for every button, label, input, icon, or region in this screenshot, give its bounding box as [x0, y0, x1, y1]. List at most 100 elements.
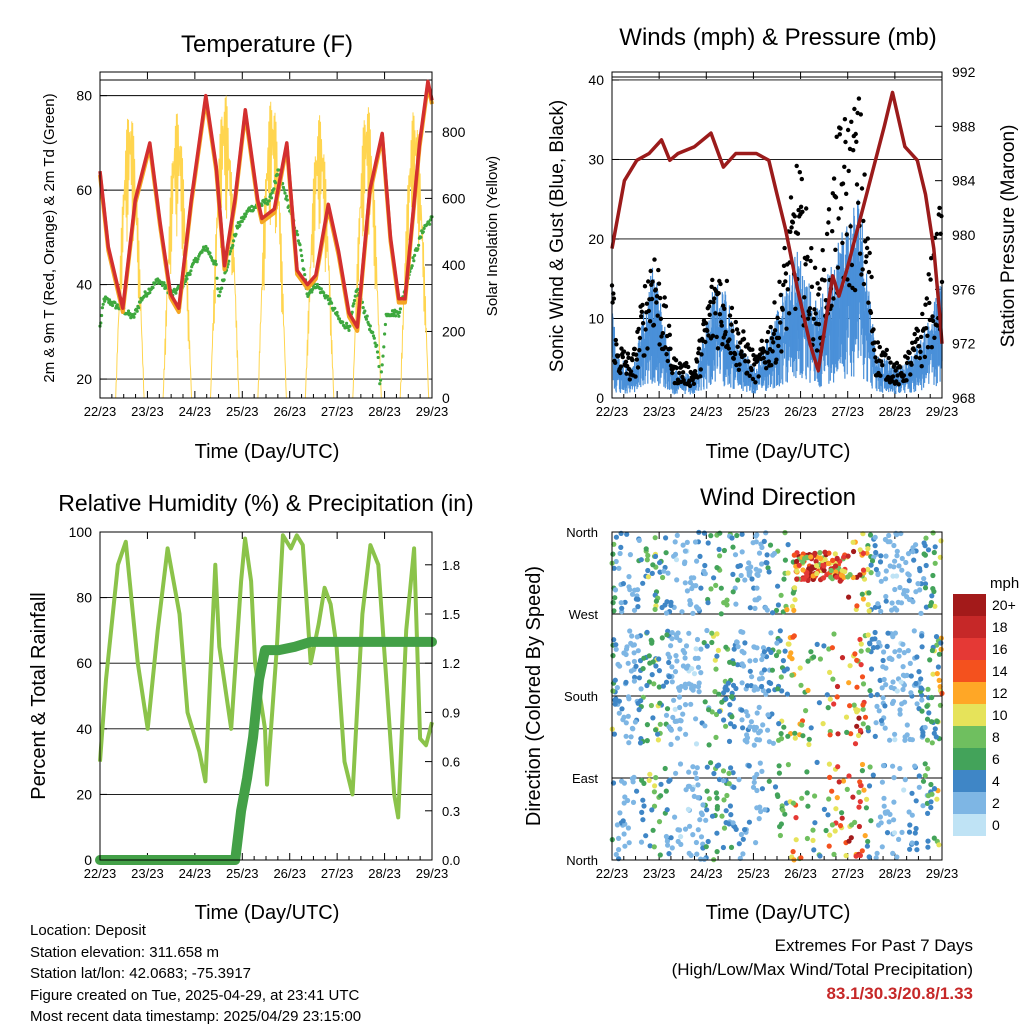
direction-point [747, 724, 753, 730]
direction-point [928, 799, 934, 805]
dewpoint-point [348, 324, 352, 328]
direction-point [773, 652, 780, 659]
direction-point [635, 596, 641, 602]
direction-point [816, 700, 823, 706]
dewpoint-point [335, 310, 339, 315]
direction-point [925, 844, 931, 850]
gust-point [925, 345, 931, 350]
dewpoint-point [303, 273, 307, 277]
direction-point [727, 659, 733, 665]
gust-point [681, 378, 686, 383]
direction-point [612, 595, 618, 601]
direction-point [702, 723, 708, 729]
gust-point [797, 170, 802, 175]
direction-point [676, 685, 682, 691]
direction-point [785, 542, 791, 548]
direction-point [690, 764, 696, 770]
direction-point [720, 768, 727, 774]
direction-point [925, 810, 931, 817]
direction-point [747, 668, 753, 674]
direction-point [630, 726, 636, 732]
direction-point [839, 810, 845, 816]
winds-plot-frame [611, 71, 943, 399]
direction-point [804, 573, 810, 579]
direction-point [891, 799, 897, 805]
gust-point [616, 353, 621, 358]
dewpoint-point [228, 249, 232, 253]
direction-point [651, 681, 657, 687]
temperature-panel: Temperature (F) Time (Day/UTC) 2m & 9m T… [41, 31, 501, 463]
winds-xlabel: Time (Day/UTC) [706, 441, 851, 463]
gust-series [609, 96, 945, 389]
gust-point [814, 348, 820, 353]
gust-point [680, 370, 686, 375]
direction-point [677, 704, 683, 711]
direction-point [753, 533, 759, 539]
gust-point [637, 348, 642, 353]
dewpoint-point [371, 330, 375, 334]
direction-point [835, 764, 841, 770]
direction-point [723, 808, 729, 814]
dewpoint-point [101, 302, 105, 306]
direction-point [672, 539, 678, 545]
direction-point [812, 820, 818, 826]
gust-point [654, 300, 659, 305]
direction-point [653, 663, 659, 669]
gust-point [706, 304, 712, 309]
direction-point [891, 775, 897, 781]
direction-point [904, 594, 910, 600]
direction-point [857, 636, 863, 643]
direction-point [726, 781, 732, 787]
direction-point [932, 560, 938, 566]
direction-point [860, 596, 867, 602]
direction-point [929, 694, 935, 701]
gust-point [923, 326, 929, 331]
direction-point [658, 793, 664, 799]
direction-point [759, 786, 766, 792]
direction-point [765, 565, 771, 571]
gust-point [633, 352, 639, 357]
gust-point [895, 373, 900, 378]
direction-point [912, 830, 918, 836]
gust-point [687, 383, 693, 389]
direction-point [775, 793, 781, 800]
gust-point [634, 357, 639, 362]
direction-point [632, 674, 638, 681]
direction-point [627, 552, 634, 558]
direction-point [658, 781, 664, 787]
direction-point [892, 649, 898, 655]
direction-point [731, 646, 737, 652]
direction-point [781, 668, 787, 674]
direction-point [705, 600, 711, 606]
gust-point [620, 354, 625, 360]
direction-point [856, 789, 862, 795]
direction-point [922, 724, 928, 731]
direction-point [666, 674, 672, 680]
dewpoint-point [298, 243, 302, 247]
gust-point [749, 367, 754, 373]
gust-point [719, 323, 724, 328]
direction-point [692, 539, 699, 545]
gust-point [917, 344, 922, 349]
extremes-subtitle: (High/Low/Max Wind/Total Precipitation) [671, 960, 973, 979]
dewpoint-point [295, 229, 299, 233]
direction-point [763, 605, 769, 611]
direction-point [680, 647, 686, 654]
direction-point [730, 660, 737, 667]
direction-point [776, 721, 782, 727]
gust-point [666, 323, 672, 328]
gust-point [853, 131, 858, 137]
direction-point [777, 628, 783, 634]
direction-point [902, 699, 908, 705]
dewpoint-point [351, 304, 355, 308]
direction-point [623, 733, 629, 739]
direction-point [860, 702, 866, 708]
latlon-text: Station lat/lon: 42.0683; -75.3917 [30, 965, 252, 982]
gust-point [677, 370, 682, 376]
solar-line [257, 101, 287, 399]
temp-ytick-label: 80 [76, 88, 92, 104]
dewpoint-point [397, 314, 401, 318]
direction-point [892, 586, 898, 593]
direction-point [718, 611, 724, 617]
direction-point [836, 779, 842, 785]
